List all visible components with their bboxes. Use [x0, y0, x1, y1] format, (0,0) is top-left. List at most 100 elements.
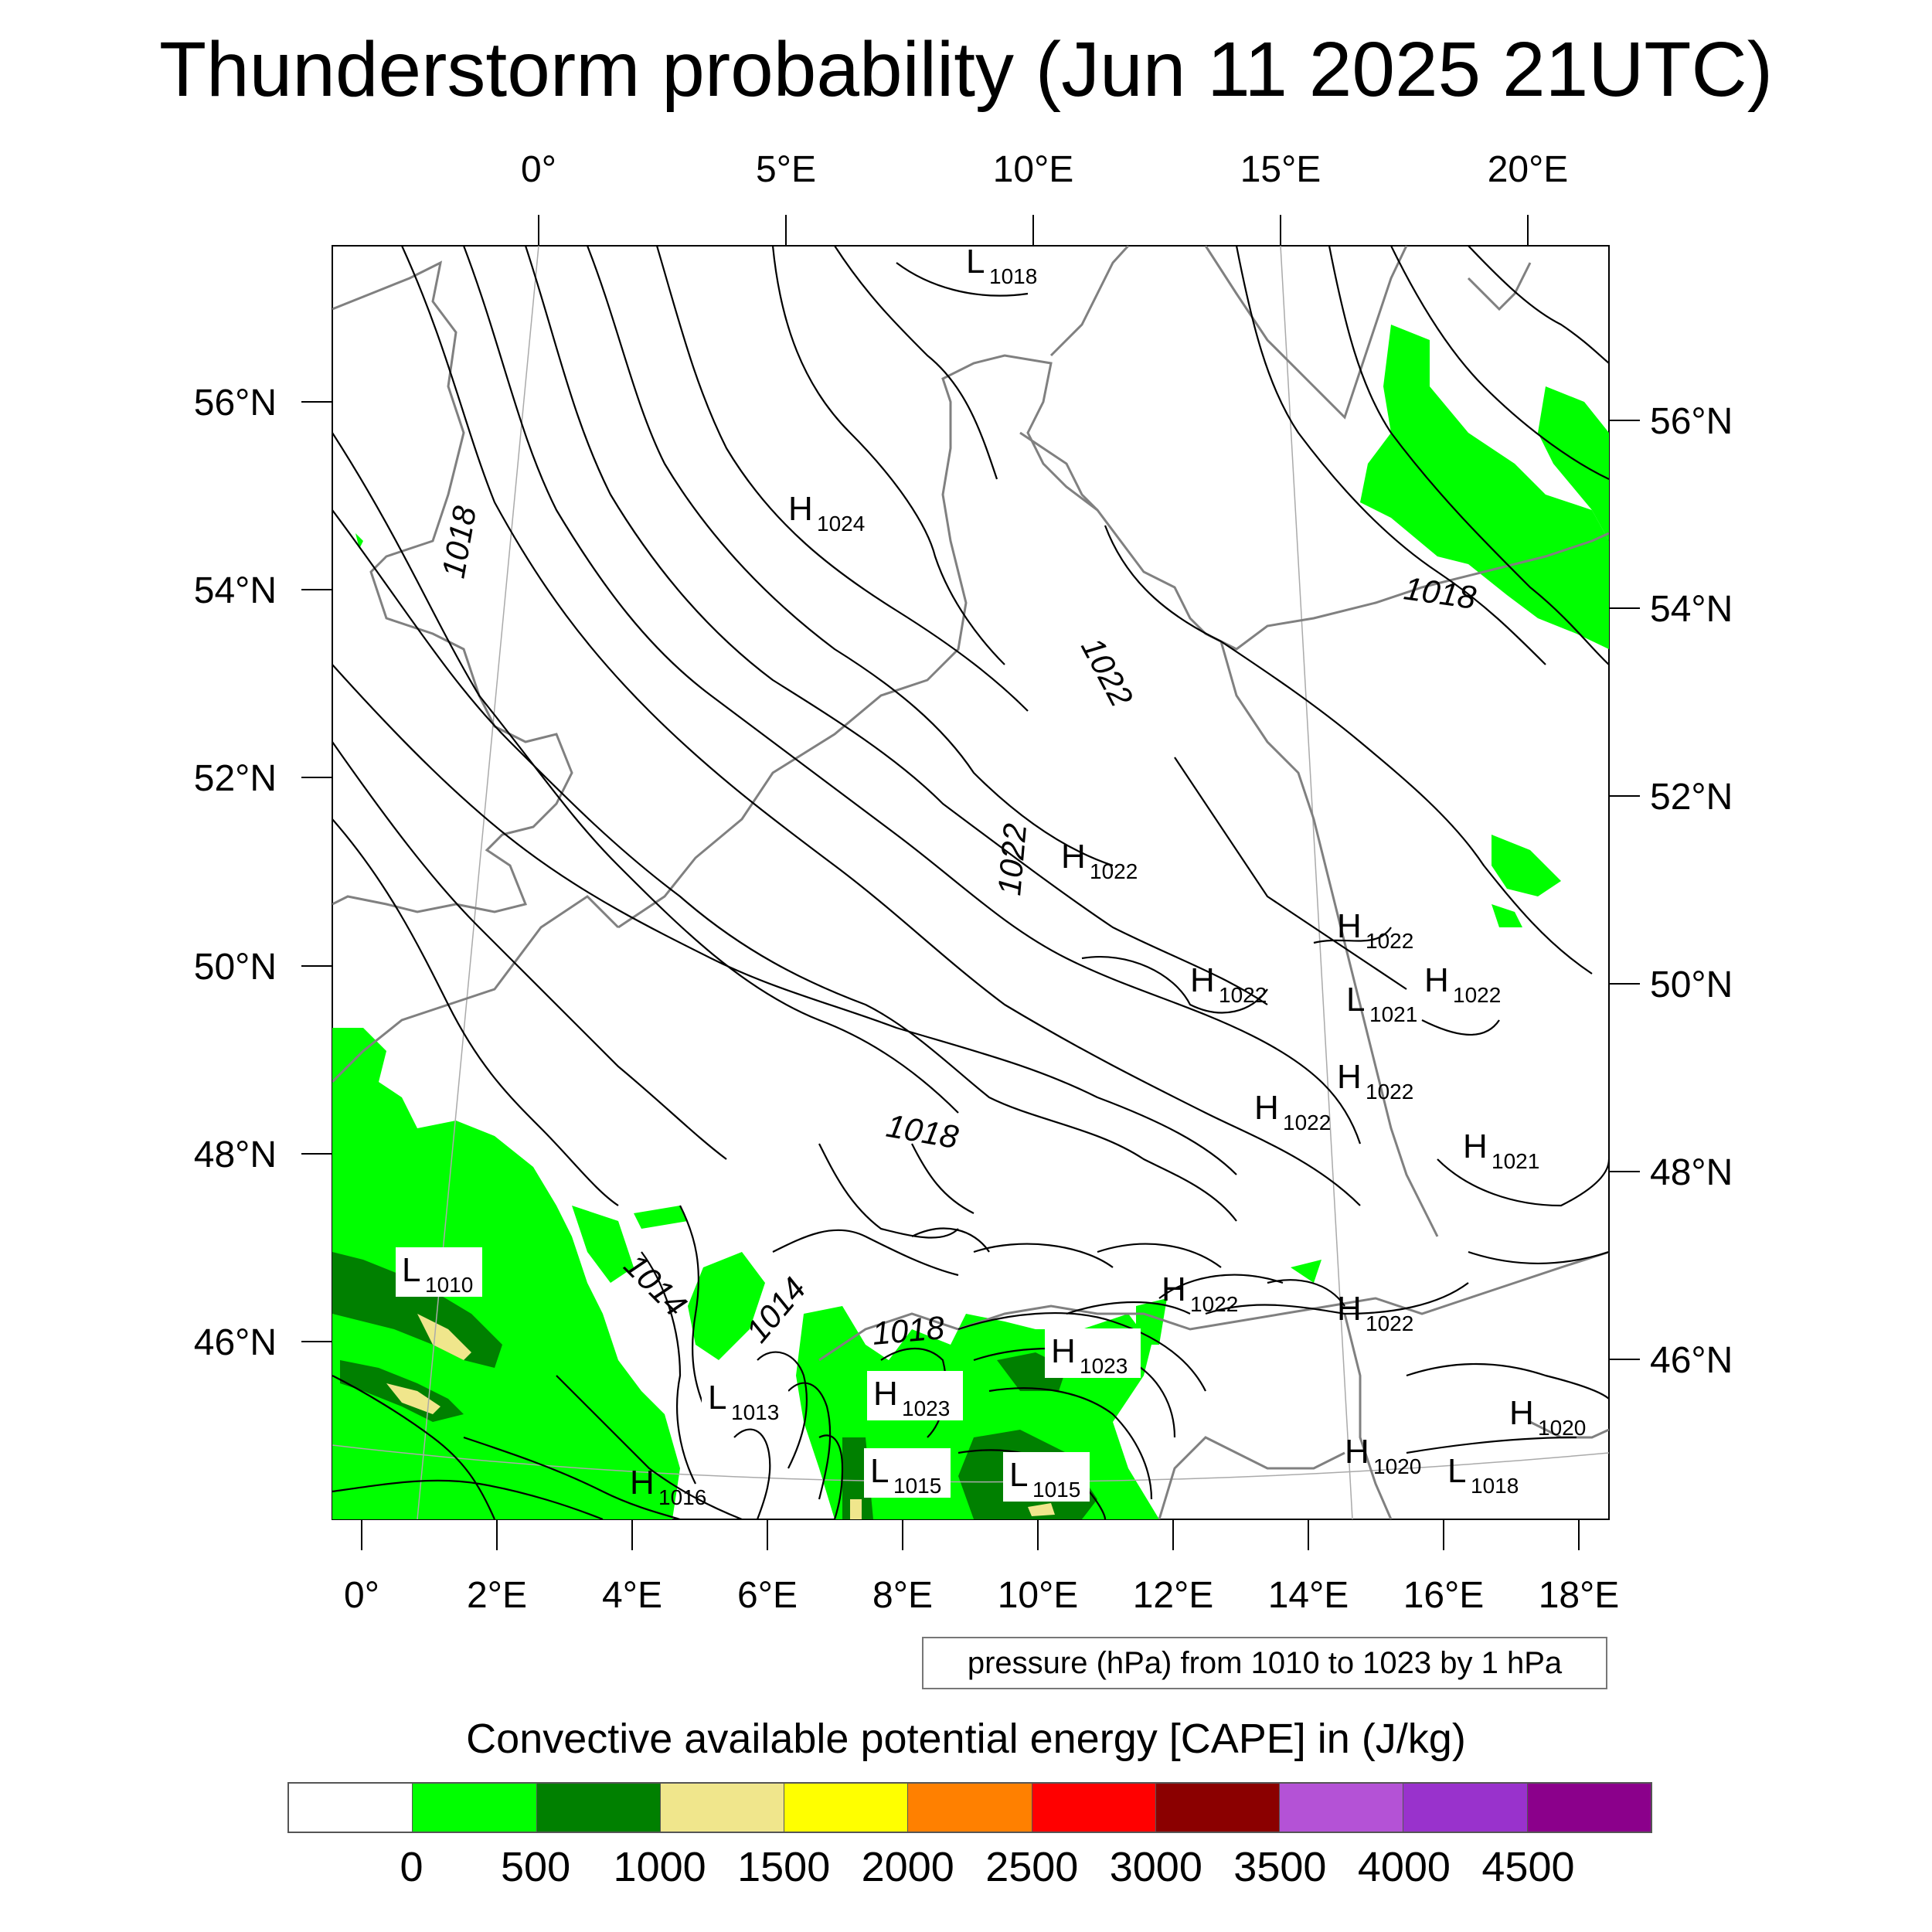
- pressure-center-low-boxed: L 1013: [702, 1375, 788, 1424]
- svg-text:1018: 1018: [1471, 1474, 1519, 1498]
- pressure-center-high: H 1022: [1337, 1290, 1413, 1335]
- chart-title: Thunderstorm probability (Jun 11 2025 21…: [158, 26, 1774, 113]
- left-tick-label: 48°N: [194, 1134, 277, 1175]
- top-tick-label: 0°: [521, 149, 556, 190]
- svg-text:H: H: [1337, 1290, 1362, 1328]
- svg-text:L: L: [870, 1452, 889, 1490]
- colorbar-swatch: [660, 1784, 785, 1832]
- pressure-center-low: L 1018: [1447, 1452, 1519, 1498]
- pressure-center-low: L 1018: [966, 243, 1037, 288]
- bottom-tick-label: 4°E: [602, 1575, 662, 1616]
- svg-text:1021: 1021: [1492, 1149, 1539, 1173]
- contour-label: 1018: [871, 1309, 947, 1352]
- svg-text:L: L: [1447, 1452, 1466, 1490]
- right-tick-label: 54°N: [1650, 589, 1733, 630]
- svg-text:1022: 1022: [1366, 1311, 1413, 1335]
- colorbar-label: 3500: [1233, 1844, 1327, 1890]
- svg-text:1020: 1020: [1373, 1454, 1421, 1478]
- svg-text:L: L: [1346, 981, 1365, 1019]
- svg-text:H: H: [1061, 838, 1086, 876]
- left-axis-labels: 56°N 54°N 52°N 50°N 48°N 46°N: [194, 383, 277, 1363]
- pressure-center-high-boxed: H 1023: [1045, 1328, 1141, 1378]
- svg-text:H: H: [1345, 1433, 1369, 1471]
- bottom-tick-label: 10°E: [998, 1575, 1079, 1616]
- colorbar-label: 1000: [613, 1844, 706, 1890]
- svg-text:1018: 1018: [989, 264, 1037, 288]
- pressure-center-high: H 1020: [1345, 1433, 1421, 1478]
- colorbar-swatch: [289, 1784, 413, 1832]
- svg-text:L: L: [708, 1379, 726, 1417]
- isobar-info-box: pressure (hPa) from 1010 to 1023 by 1 hP…: [922, 1637, 1607, 1689]
- svg-text:L: L: [1009, 1456, 1028, 1494]
- pressure-center-low-boxed: L 1015: [1003, 1452, 1090, 1502]
- right-tick-label: 56°N: [1650, 401, 1733, 442]
- pressure-center-high: H 1022: [1162, 1270, 1238, 1316]
- svg-text:H: H: [1337, 907, 1362, 945]
- bottom-tick-label: 18°E: [1539, 1575, 1620, 1616]
- right-tick-label: 46°N: [1650, 1340, 1733, 1381]
- svg-text:1024: 1024: [817, 512, 865, 536]
- pressure-center-high: H 1022: [1254, 1089, 1331, 1134]
- colorbar-swatch: [536, 1784, 661, 1832]
- colorbar-label: 2000: [861, 1844, 954, 1890]
- colorbar-swatch: [908, 1784, 1032, 1832]
- pressure-center-high: H 1020: [1509, 1394, 1586, 1440]
- colorbar-swatch: [413, 1784, 537, 1832]
- colorbar-title: Convective available potential energy [C…: [466, 1716, 1466, 1762]
- pressure-center-high: H 1021: [1463, 1128, 1539, 1173]
- svg-text:1022: 1022: [1190, 1292, 1238, 1316]
- svg-text:1022: 1022: [1366, 1080, 1413, 1104]
- colorbar-label: 4000: [1357, 1844, 1451, 1890]
- colorbar: [287, 1782, 1652, 1833]
- colorbar-label: 3000: [1109, 1844, 1202, 1890]
- svg-text:1022: 1022: [1366, 929, 1413, 953]
- svg-text:L: L: [966, 243, 985, 281]
- colorbar-labels: 0 500 1000 1500 2000 2500 3000 3500 4000 4500: [287, 1843, 1652, 1897]
- contour-label: 1022: [991, 822, 1033, 897]
- top-tick-label: 10°E: [993, 149, 1074, 190]
- bottom-tick-label: 2°E: [467, 1575, 527, 1616]
- pressure-center-high: H 1022: [1190, 961, 1267, 1007]
- bottom-tick-label: 8°E: [872, 1575, 933, 1616]
- pressure-centers: L 1018 H 1024 H 1022 H 1022 H 1022 L 102…: [396, 243, 1586, 1509]
- svg-text:H: H: [1424, 961, 1449, 999]
- bottom-tick-label: 12°E: [1133, 1575, 1214, 1616]
- right-axis-labels: 56°N 54°N 52°N 50°N 48°N 46°N: [1650, 401, 1733, 1381]
- bottom-tick-label: 16°E: [1403, 1575, 1485, 1616]
- top-tick-label: 5°E: [756, 149, 816, 190]
- svg-text:1023: 1023: [1080, 1354, 1128, 1378]
- svg-text:H: H: [1463, 1128, 1488, 1165]
- svg-text:1022: 1022: [1283, 1111, 1331, 1134]
- colorbar-label: 4500: [1481, 1844, 1575, 1890]
- colorbar-label: 2500: [985, 1844, 1079, 1890]
- pressure-center-high-boxed: H 1023: [867, 1371, 963, 1420]
- svg-text:H: H: [1162, 1270, 1186, 1308]
- pressure-center-low-boxed: L 1015: [864, 1448, 951, 1498]
- right-tick-label: 52°N: [1650, 777, 1733, 818]
- top-tick-label: 20°E: [1488, 149, 1569, 190]
- top-axis-labels: 0° 5°E 10°E 15°E 20°E: [521, 149, 1568, 190]
- cape-fill-high: [386, 1314, 1055, 1519]
- svg-text:1020: 1020: [1538, 1416, 1586, 1440]
- svg-text:H: H: [630, 1464, 655, 1502]
- colorbar-swatch: [1155, 1784, 1281, 1832]
- colorbar-swatch: [1527, 1784, 1651, 1832]
- svg-text:H: H: [873, 1375, 898, 1413]
- svg-text:H: H: [1254, 1089, 1279, 1127]
- svg-text:1022: 1022: [1090, 859, 1138, 883]
- colorbar-swatch: [1032, 1784, 1156, 1832]
- svg-text:1015: 1015: [1032, 1478, 1080, 1502]
- colorbar-swatch: [784, 1784, 909, 1832]
- colorbar-label: 500: [501, 1844, 571, 1890]
- bottom-tick-label: 0°: [344, 1575, 379, 1616]
- top-tick-label: 15°E: [1240, 149, 1321, 190]
- svg-text:1023: 1023: [902, 1396, 950, 1420]
- pressure-center-low: L 1021: [1346, 981, 1417, 1026]
- colorbar-swatch: [1280, 1784, 1404, 1832]
- svg-text:L: L: [402, 1251, 420, 1289]
- pressure-center-high: H 1016: [630, 1464, 706, 1509]
- colorbar-swatch: [1403, 1784, 1528, 1832]
- right-tick-label: 48°N: [1650, 1152, 1733, 1193]
- svg-text:1016: 1016: [658, 1485, 706, 1509]
